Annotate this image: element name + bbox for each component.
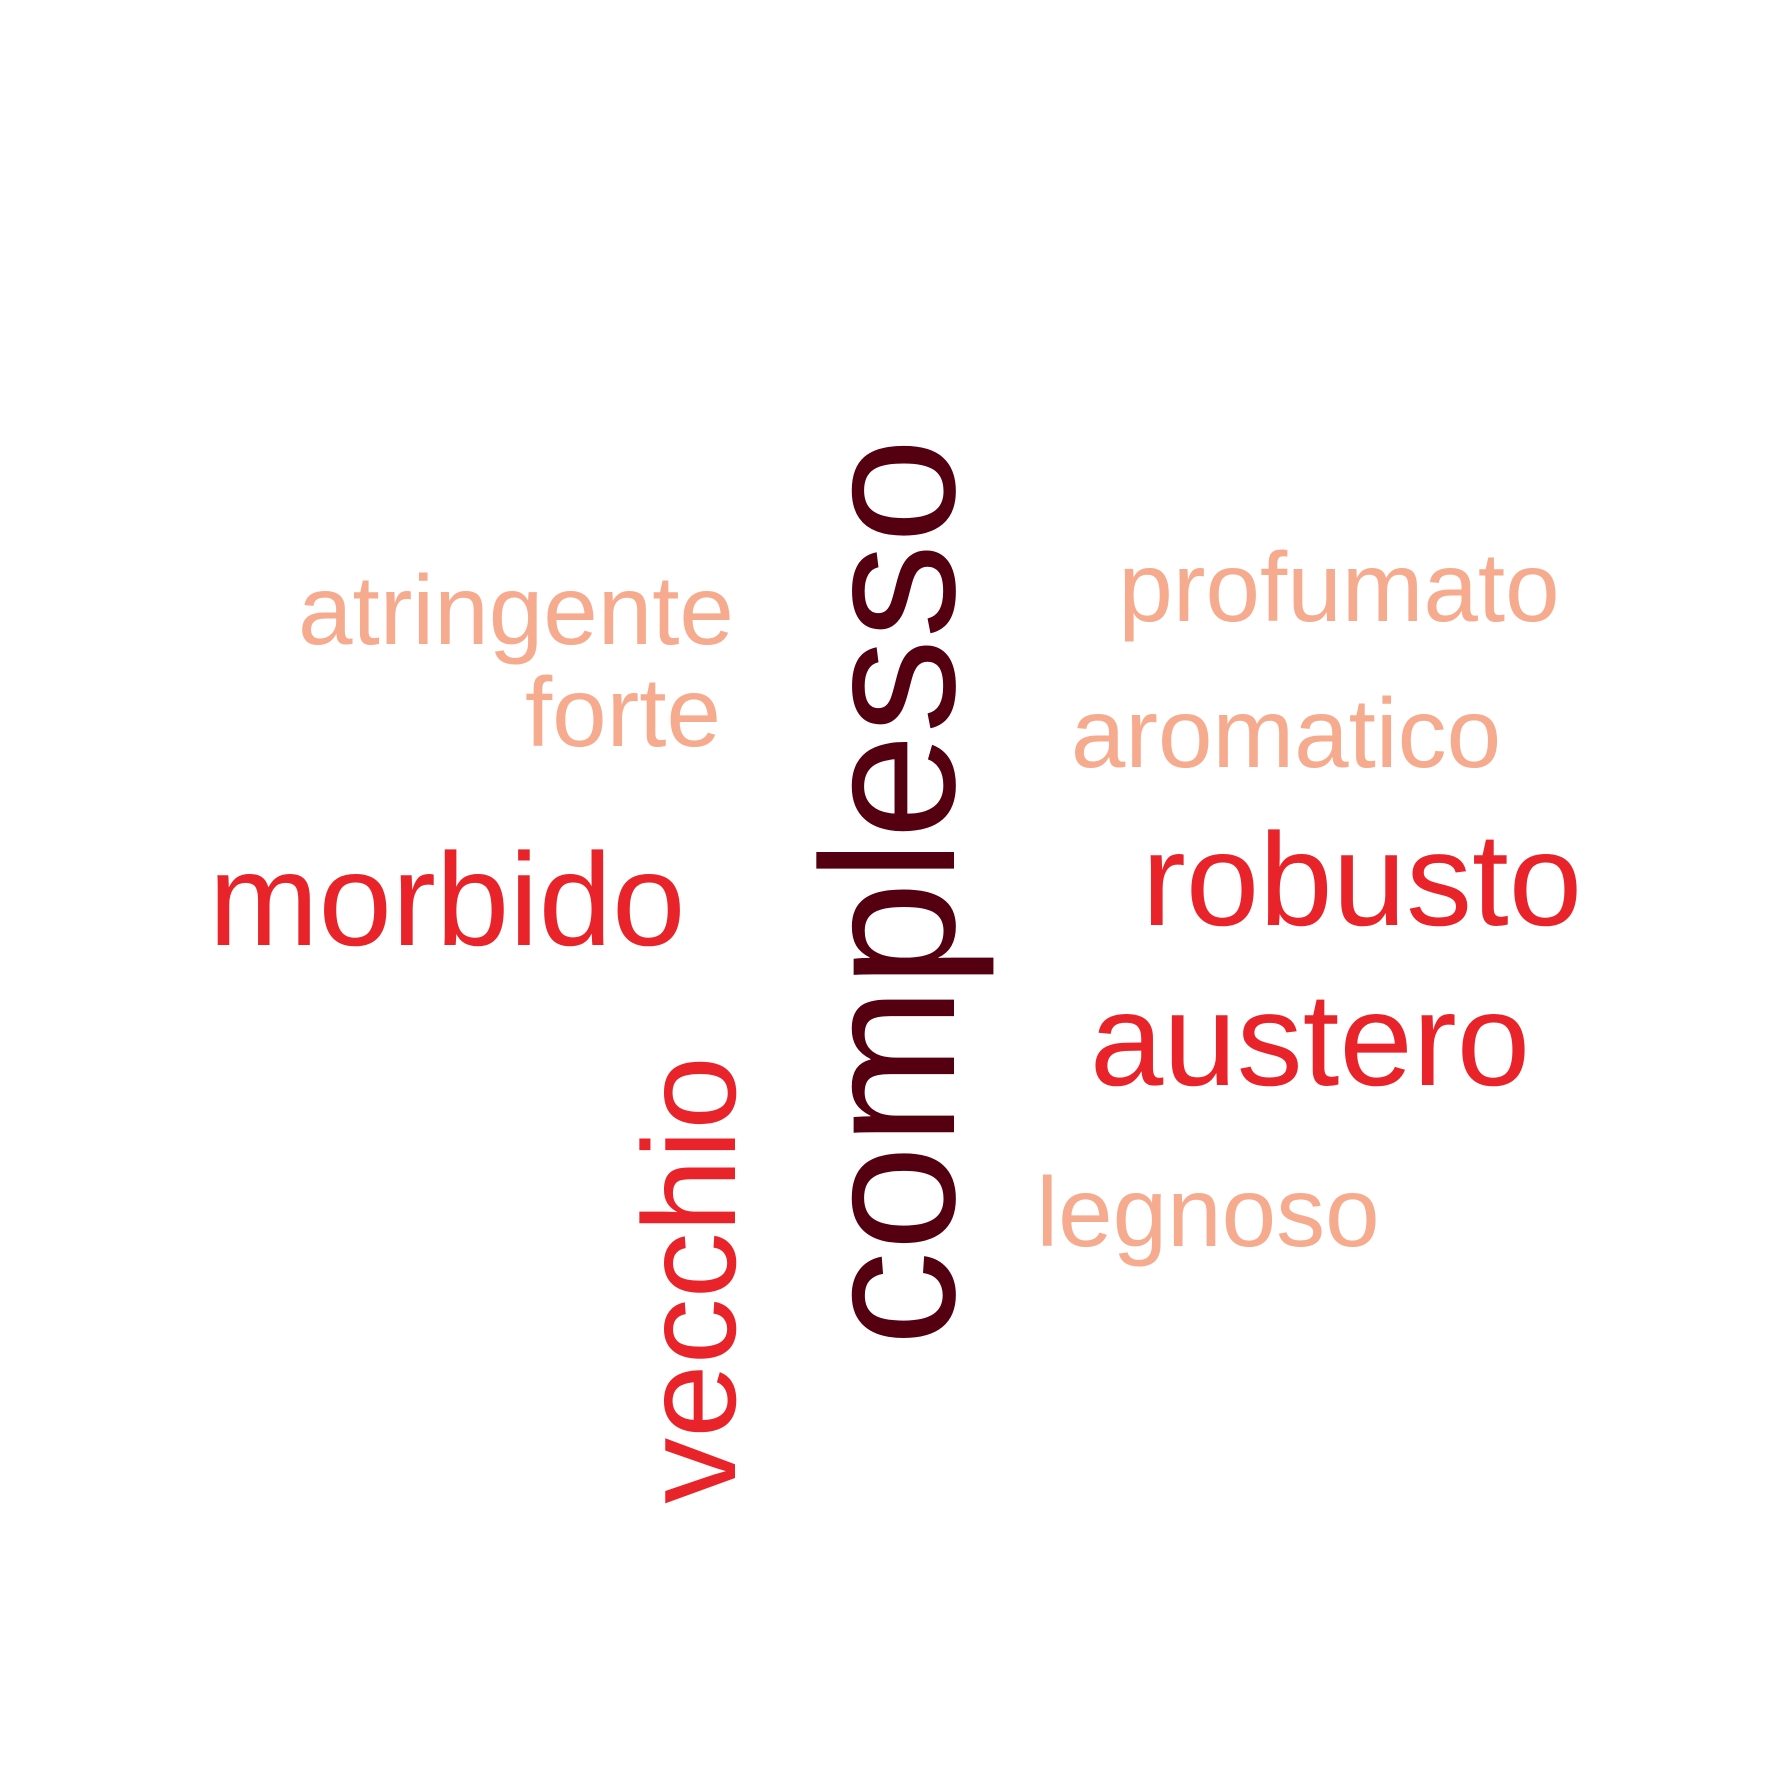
word-atringente: atringente <box>298 555 734 665</box>
word-robusto: robusto <box>1141 806 1583 953</box>
word-morbido: morbido <box>208 826 686 973</box>
word-complesso: complesso <box>783 437 995 1347</box>
word-vecchio: vecchio <box>616 1056 763 1504</box>
word-profumato: profumato <box>1118 532 1560 642</box>
word-legnoso: legnoso <box>1036 1157 1380 1267</box>
word-aromatico: aromatico <box>1070 678 1502 788</box>
word-forte: forte <box>524 657 722 767</box>
word-austero: austero <box>1089 966 1531 1113</box>
